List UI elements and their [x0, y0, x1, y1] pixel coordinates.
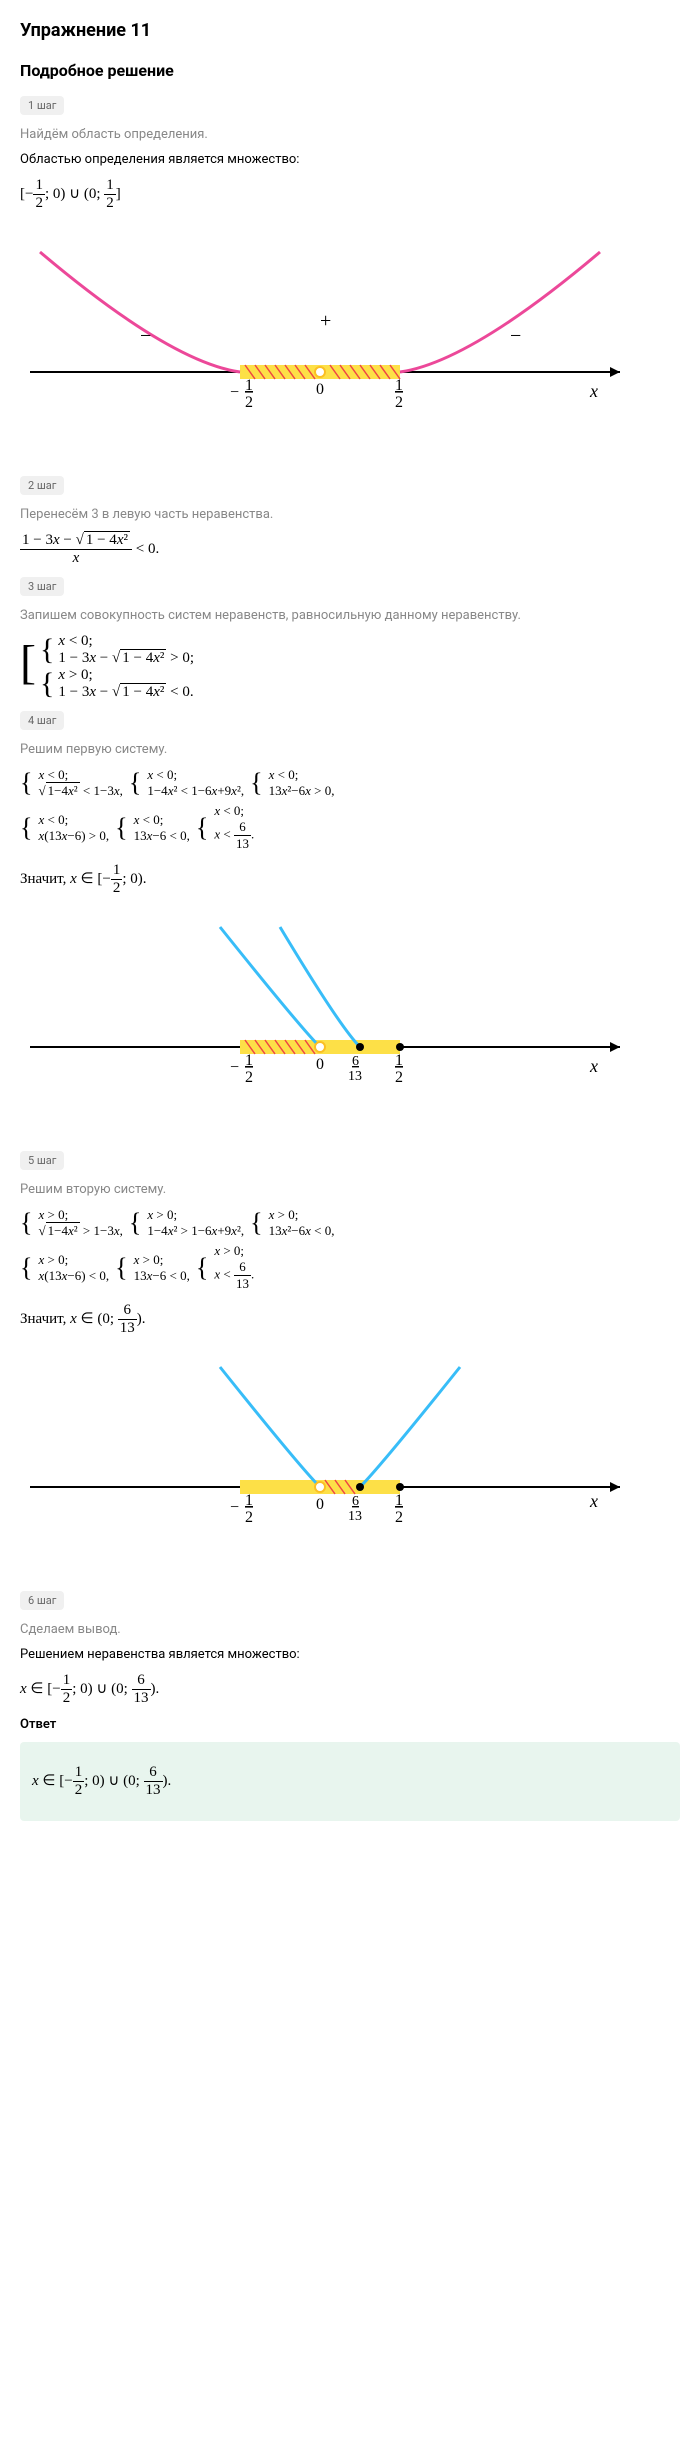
svg-text:−: −: [230, 1059, 239, 1076]
svg-text:−: −: [510, 325, 521, 347]
step-4: 4 шаг Решим первую систему. {x < 0;√1−4x…: [20, 711, 680, 1111]
step-5: 5 шаг Решим вторую систему. {x > 0;√1−4x…: [20, 1151, 680, 1551]
svg-text:0: 0: [316, 1056, 324, 1073]
sys-line: 1 − 3x − √1 − 4x² < 0.: [58, 684, 193, 701]
step-2: 2 шаг Перенесём 3 в левую часть неравенс…: [20, 476, 680, 567]
svg-text:1: 1: [395, 377, 403, 394]
sys-line: x > 0;: [58, 667, 193, 684]
sys-line: 1 − 3x − √1 − 4x² > 0;: [58, 650, 194, 667]
answer-math: x ∈ [−12; 0) ∪ (0; 613).: [32, 1764, 668, 1799]
step-math: 1 − 3x − √1 − 4x²x < 0.: [20, 532, 680, 567]
answer-label: Ответ: [20, 1717, 680, 1732]
chart-2: − 1 2 0 6 13 1 2 x: [20, 917, 680, 1111]
solution-subtitle: Подробное решение: [20, 61, 680, 80]
exercise-title: Упражнение 11: [20, 20, 680, 41]
svg-text:−: −: [230, 1499, 239, 1516]
step-math: x ∈ [−12; 0) ∪ (0; 613).: [20, 1672, 680, 1707]
svg-text:6: 6: [352, 1494, 359, 1509]
svg-text:−: −: [230, 384, 239, 401]
chart-3: − 1 2 0 6 13 1 2 x: [20, 1357, 680, 1551]
step-desc: Запишем совокупность систем неравенств, …: [20, 608, 680, 623]
svg-text:1: 1: [395, 1052, 403, 1069]
answer-section: Ответ x ∈ [−12; 0) ∪ (0; 613).: [20, 1717, 680, 1821]
step-badge: 3 шаг: [20, 577, 64, 596]
step-badge: 1 шаг: [20, 96, 64, 115]
svg-text:2: 2: [395, 1509, 403, 1526]
svg-text:2: 2: [245, 1509, 253, 1526]
step-desc: Найдём область определения.: [20, 127, 680, 142]
step-6: 6 шаг Сделаем вывод. Решением неравенств…: [20, 1591, 680, 1707]
svg-text:6: 6: [352, 1054, 359, 1069]
svg-text:2: 2: [395, 1069, 403, 1086]
step-badge: 2 шаг: [20, 476, 64, 495]
step-math: [−12; 0) ∪ (0; 12]: [20, 177, 680, 212]
svg-text:x: x: [589, 1491, 598, 1511]
step-result: Значит, x ∈ (0; 613).: [20, 1302, 680, 1337]
svg-text:x: x: [589, 381, 598, 401]
step-badge: 5 шаг: [20, 1151, 64, 1170]
svg-text:−: −: [140, 325, 151, 347]
answer-box: x ∈ [−12; 0) ∪ (0; 613).: [20, 1742, 680, 1821]
step-3: 3 шаг Запишем совокупность систем нераве…: [20, 577, 680, 701]
sys-chain: {x < 0;√1−4x² < 1−3x, {x < 0;1−4x² < 1−6…: [20, 767, 680, 852]
chart-1: − + − − 1 2 0 1 2 x: [20, 232, 680, 436]
svg-text:13: 13: [348, 1509, 362, 1524]
system-math: [ { x < 0; 1 − 3x − √1 − 4x² > 0; { x > …: [20, 633, 680, 701]
svg-text:13: 13: [348, 1069, 362, 1084]
svg-text:1: 1: [245, 1052, 253, 1069]
svg-text:1: 1: [245, 377, 253, 394]
step-1: 1 шаг Найдём область определения. Област…: [20, 96, 680, 436]
step-desc: Сделаем вывод.: [20, 1622, 680, 1637]
svg-text:0: 0: [316, 1496, 324, 1513]
svg-text:2: 2: [395, 394, 403, 411]
svg-text:1: 1: [395, 1492, 403, 1509]
svg-text:0: 0: [316, 381, 324, 398]
svg-text:2: 2: [245, 394, 253, 411]
sys-chain: {x > 0;√1−4x² > 1−3x, {x > 0;1−4x² > 1−6…: [20, 1207, 680, 1292]
step-desc: Решим вторую систему.: [20, 1182, 680, 1197]
step-desc: Перенесём 3 в левую часть неравенства.: [20, 507, 680, 522]
step-text: Областью определения является множество:: [20, 152, 680, 167]
step-badge: 6 шаг: [20, 1591, 64, 1610]
svg-text:1: 1: [245, 1492, 253, 1509]
svg-text:+: +: [320, 310, 331, 332]
svg-text:2: 2: [245, 1069, 253, 1086]
step-badge: 4 шаг: [20, 711, 64, 730]
step-desc: Решим первую систему.: [20, 742, 680, 757]
step-text: Решением неравенства является множество:: [20, 1647, 680, 1662]
step-result: Значит, x ∈ [−12; 0).: [20, 862, 680, 897]
sys-line: x < 0;: [58, 633, 194, 650]
svg-text:x: x: [589, 1056, 598, 1076]
